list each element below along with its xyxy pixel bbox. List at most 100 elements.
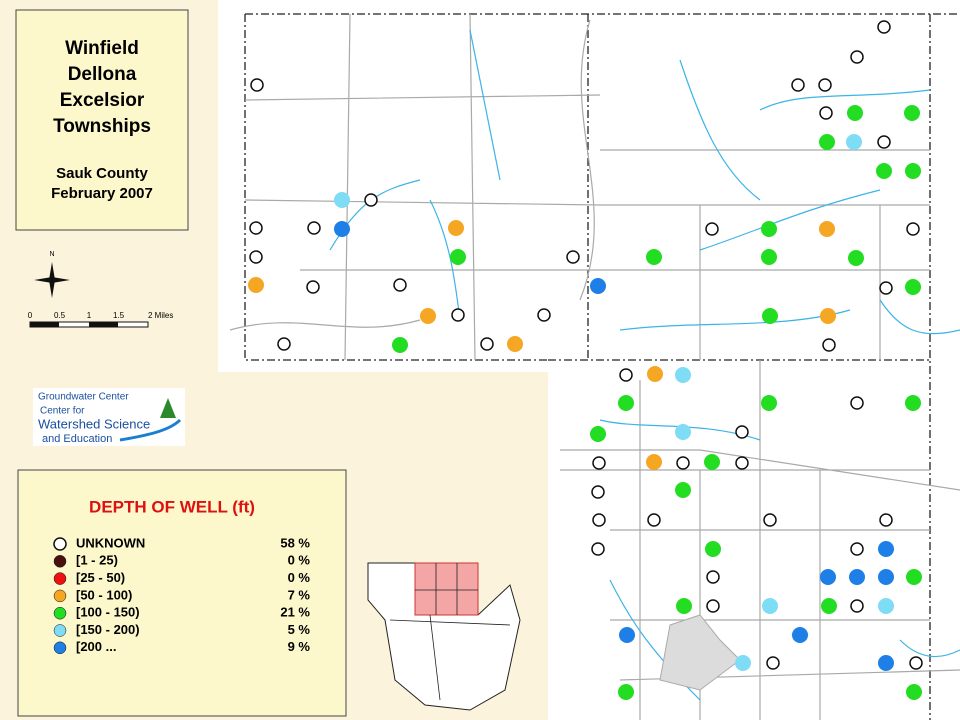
well <box>819 106 833 120</box>
legend-percent: 5 % <box>288 622 311 637</box>
well <box>850 599 864 613</box>
title-line: Winfield <box>65 38 139 59</box>
legend: DEPTH OF WELL (ft) UNKNOWN 58 % [1 - 25) 0 … <box>17 469 347 717</box>
well <box>364 193 378 207</box>
legend-percent: 0 % <box>288 553 311 568</box>
legend-percent: 9 % <box>288 639 311 654</box>
well <box>448 220 464 236</box>
well <box>848 250 864 266</box>
well <box>675 424 691 440</box>
logo-text: Groundwater Center <box>38 392 129 403</box>
scale-bar: 0 0.5 1 1.5 2 Miles <box>28 311 173 328</box>
well <box>850 50 864 64</box>
well <box>762 308 778 324</box>
well <box>909 656 923 670</box>
well <box>878 569 894 585</box>
legend-label: [25 - 50) <box>76 570 125 585</box>
well <box>846 134 862 150</box>
legend-percent: 21 % <box>280 605 310 620</box>
inset-map <box>367 562 521 711</box>
well <box>590 426 606 442</box>
well <box>849 569 865 585</box>
legend-swatch <box>53 606 67 620</box>
well <box>277 337 291 351</box>
scale-label: 2 Miles <box>148 311 173 320</box>
well <box>676 598 692 614</box>
well <box>249 221 263 235</box>
well <box>879 281 893 295</box>
well <box>850 542 864 556</box>
well <box>647 513 661 527</box>
well <box>878 655 894 671</box>
well <box>818 78 832 92</box>
scale-label: 1.5 <box>113 311 125 320</box>
well <box>619 627 635 643</box>
well <box>761 395 777 411</box>
well <box>906 222 920 236</box>
legend-swatch <box>53 641 67 655</box>
county: Sauk County <box>56 165 148 182</box>
well <box>393 278 407 292</box>
well <box>819 221 835 237</box>
well <box>591 485 605 499</box>
legend-swatch <box>53 555 67 568</box>
north-label: N <box>49 251 54 258</box>
well <box>507 336 523 352</box>
well <box>877 20 891 34</box>
well <box>646 249 662 265</box>
well <box>706 599 720 613</box>
well <box>905 395 921 411</box>
well <box>451 308 465 322</box>
legend-label: [50 - 100) <box>76 587 132 602</box>
logo-text: Center for <box>40 406 85 417</box>
scale-label: 1 <box>87 311 92 320</box>
logo-text: and Education <box>42 433 112 445</box>
well <box>906 569 922 585</box>
logo: Groundwater Center Center for Watershed … <box>33 388 185 446</box>
date: February 2007 <box>51 185 153 202</box>
legend-swatch <box>53 537 67 551</box>
well <box>761 249 777 265</box>
well <box>646 454 662 470</box>
well <box>592 513 606 527</box>
well <box>904 105 920 121</box>
well <box>878 598 894 614</box>
wells <box>248 20 923 700</box>
title-box: Winfield Dellona Excelsior Townships Sau… <box>15 9 189 231</box>
well <box>876 163 892 179</box>
well <box>306 280 320 294</box>
well <box>591 542 605 556</box>
well <box>850 396 864 410</box>
well <box>877 135 891 149</box>
well <box>820 308 836 324</box>
well <box>905 163 921 179</box>
legend-swatch <box>53 624 67 637</box>
well <box>735 456 749 470</box>
well <box>906 684 922 700</box>
well <box>821 598 837 614</box>
well <box>706 570 720 584</box>
well <box>676 456 690 470</box>
well <box>618 395 634 411</box>
well <box>566 250 580 264</box>
well <box>735 425 749 439</box>
well <box>647 366 663 382</box>
well <box>704 454 720 470</box>
logo-text: Watershed Science <box>38 416 150 431</box>
legend-swatch <box>53 572 67 585</box>
legend-label: [1 - 25) <box>76 553 118 568</box>
well <box>735 655 751 671</box>
well <box>334 192 350 208</box>
well <box>761 221 777 237</box>
well <box>420 308 436 324</box>
well <box>905 279 921 295</box>
well <box>762 598 778 614</box>
well <box>675 367 691 383</box>
scale-label: 0.5 <box>54 311 66 320</box>
legend-percent: 58 % <box>280 535 310 550</box>
title-line: Excelsior <box>60 90 145 111</box>
well <box>249 250 263 264</box>
well <box>590 278 606 294</box>
well <box>705 541 721 557</box>
well <box>822 338 836 352</box>
